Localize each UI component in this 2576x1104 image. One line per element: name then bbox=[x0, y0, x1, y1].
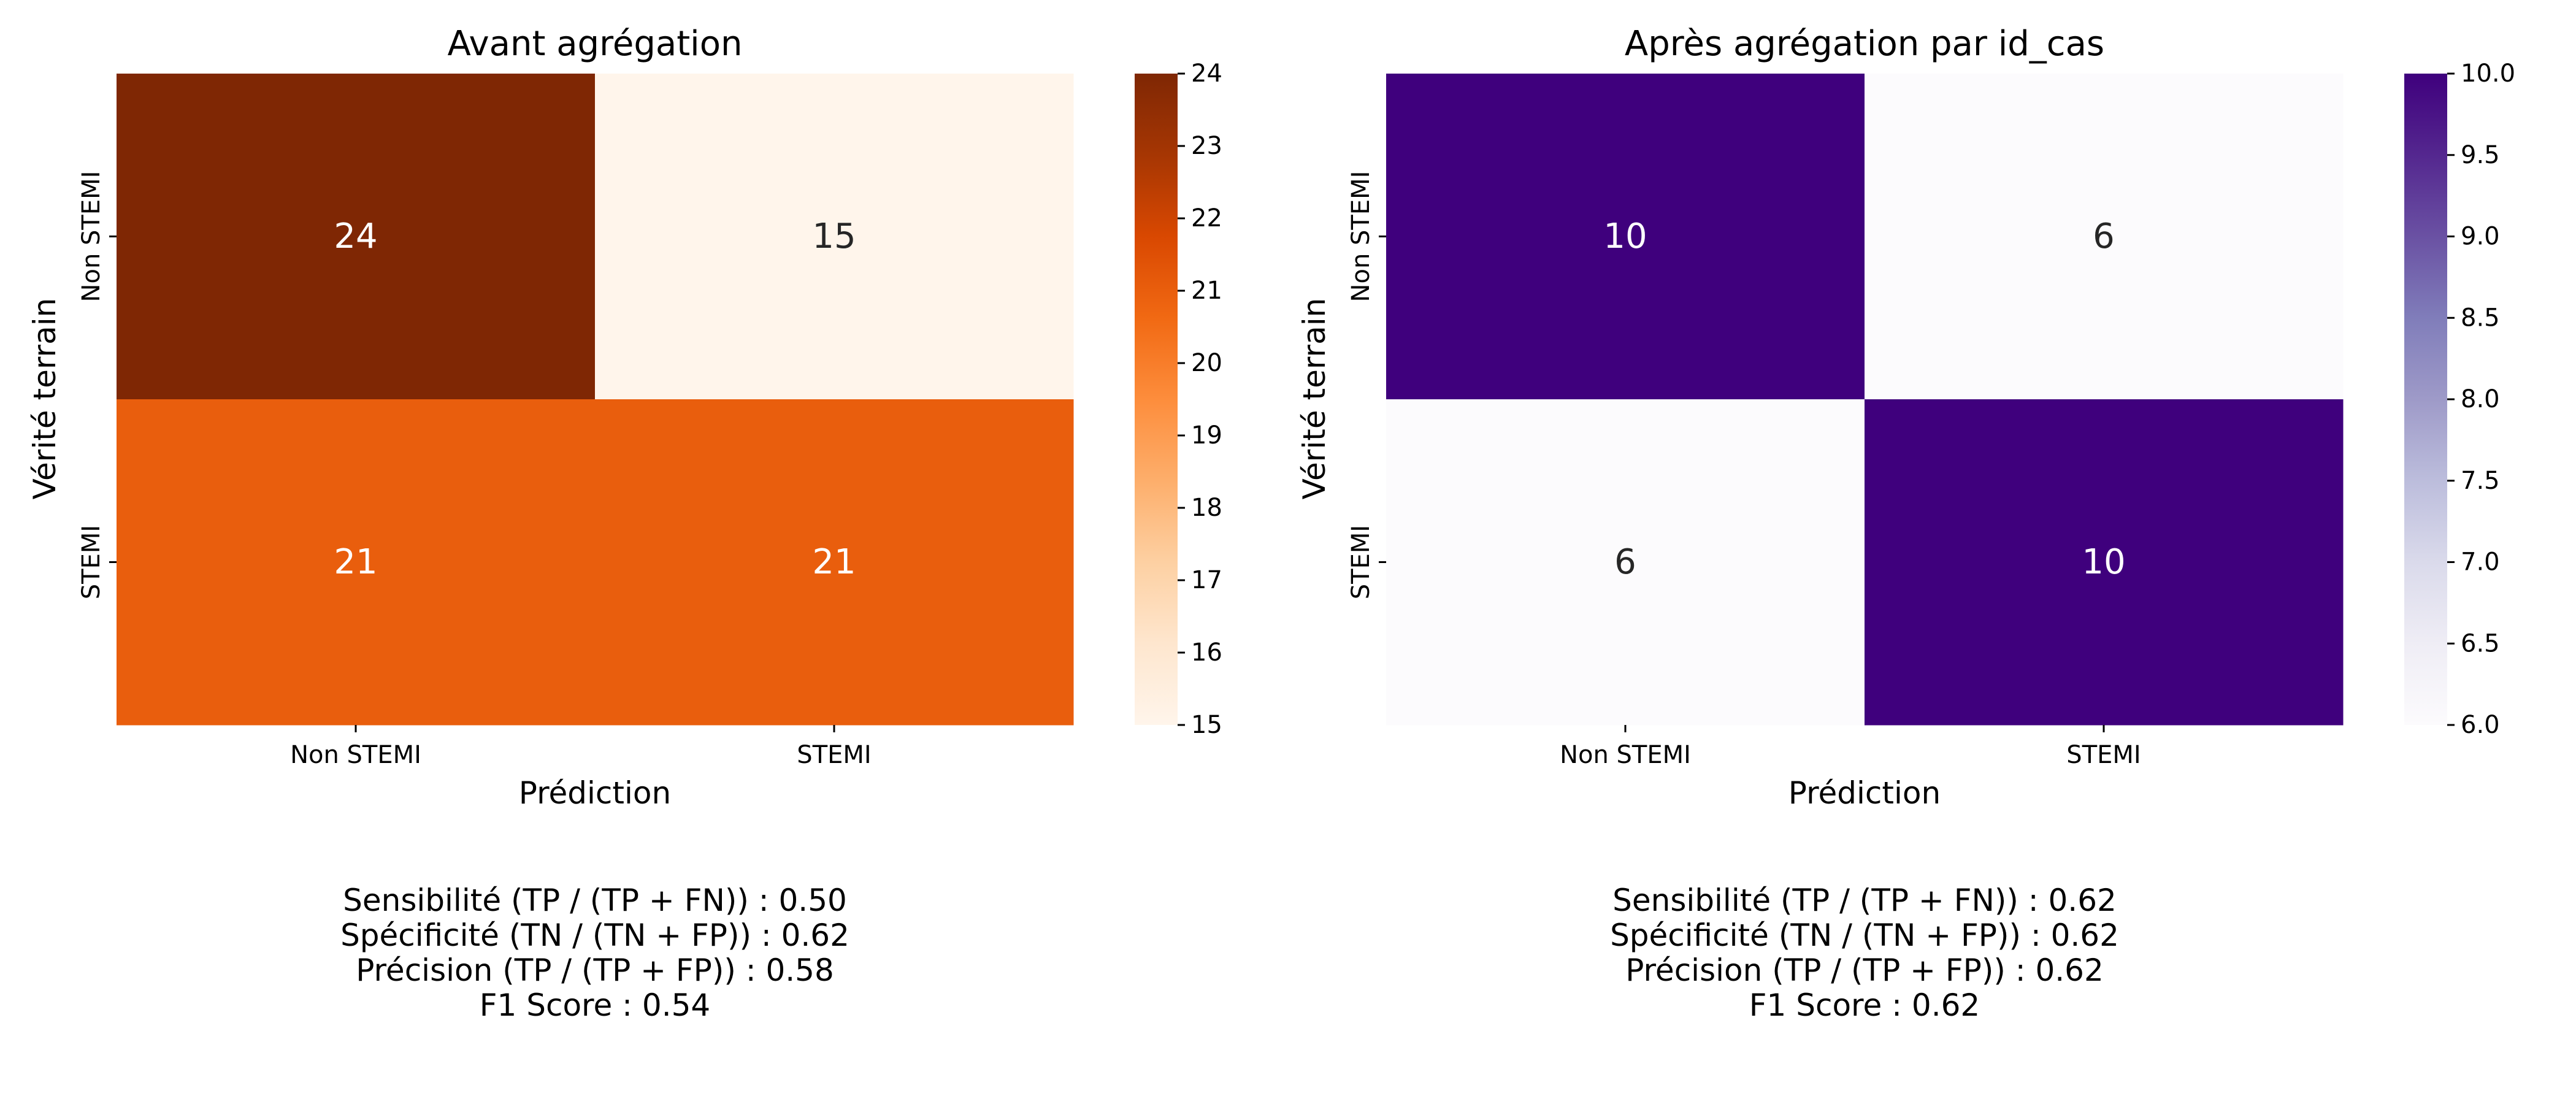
y-axis-ticks: Non STEMI STEMI bbox=[1347, 171, 1386, 599]
x-tick-label: Non STEMI bbox=[290, 741, 421, 769]
metrics-block: Sensibilité (TP / (TP + FN)) : 0.62 Spéc… bbox=[1610, 883, 2119, 1023]
heatmap-cell bbox=[1865, 74, 2344, 400]
colorbar-tick-label: 7.5 bbox=[2461, 467, 2500, 495]
colorbar-tick-label: 9.0 bbox=[2461, 223, 2500, 251]
x-axis-label: Prédiction bbox=[1788, 775, 1941, 811]
colorbar-tick-label: 17 bbox=[1191, 566, 1222, 594]
x-axis-ticks: Non STEMI STEMI bbox=[290, 725, 872, 769]
y-tick-label: Non STEMI bbox=[77, 171, 105, 302]
metrics-block: Sensibilité (TP / (TP + FN)) : 0.50 Spéc… bbox=[340, 883, 849, 1023]
colorbar-tick-label: 23 bbox=[1191, 132, 1222, 160]
heatmap-cells: 10 6 6 10 bbox=[1386, 74, 2344, 726]
colorbar-tick-label: 22 bbox=[1191, 204, 1222, 232]
y-axis-label: Vérité terrain bbox=[27, 298, 63, 500]
heatmap-cell bbox=[595, 74, 1074, 400]
heatmap-panel-after: Après agrégation par id_cas 10 6 6 10 Non S… bbox=[1297, 24, 2515, 1023]
heatmap-cell bbox=[595, 399, 1074, 726]
y-axis-ticks: Non STEMI STEMI bbox=[77, 171, 117, 599]
heatmap-panel-before: Avant agrégation 24 15 21 21 Non STEMI STEMI… bbox=[27, 24, 1222, 1023]
cell-value-label: 21 bbox=[334, 542, 377, 582]
metric-specificity: Spécificité (TN / (TN + FP)) : 0.62 bbox=[340, 918, 849, 953]
metric-precision: Précision (TP / (TP + FP)) : 0.62 bbox=[1625, 953, 2104, 988]
cell-value-label: 21 bbox=[812, 542, 856, 582]
metric-f1-score: F1 Score : 0.62 bbox=[1749, 987, 1980, 1023]
colorbar bbox=[2404, 74, 2447, 725]
cell-value-label: 10 bbox=[1603, 217, 1647, 256]
x-axis-ticks: Non STEMI STEMI bbox=[1560, 725, 2141, 769]
colorbar-ticks: 6.0 6.5 7.0 7.5 8.0 8.5 9.0 9.5 10.0 bbox=[2447, 59, 2515, 739]
metric-precision: Précision (TP / (TP + FP)) : 0.58 bbox=[356, 953, 834, 988]
colorbar-ticks: 15 16 17 18 19 20 21 22 23 24 bbox=[1178, 59, 1222, 739]
colorbar-tick-label: 8.0 bbox=[2461, 385, 2500, 413]
cell-value-label: 6 bbox=[2093, 217, 2115, 256]
x-tick-label: STEMI bbox=[797, 741, 871, 769]
cell-value-label: 6 bbox=[1614, 542, 1636, 582]
chart-title: Avant agrégation bbox=[448, 24, 743, 64]
heatmap-cell bbox=[1865, 399, 2344, 726]
colorbar-tick-label: 16 bbox=[1191, 638, 1222, 667]
metric-sensitivity: Sensibilité (TP / (TP + FN)) : 0.50 bbox=[343, 883, 847, 918]
x-tick-label: Non STEMI bbox=[1560, 741, 1691, 769]
colorbar-tick-label: 24 bbox=[1191, 59, 1222, 88]
y-axis-label: Vérité terrain bbox=[1297, 298, 1332, 500]
metric-sensitivity: Sensibilité (TP / (TP + FN)) : 0.62 bbox=[1612, 883, 2117, 918]
colorbar-tick-label: 20 bbox=[1191, 349, 1222, 377]
colorbar-tick-label: 6.0 bbox=[2461, 711, 2500, 739]
y-tick-label: STEMI bbox=[77, 525, 105, 599]
colorbar-tick-label: 9.5 bbox=[2461, 141, 2500, 169]
heatmap-cell bbox=[1386, 399, 1865, 726]
cell-value-label: 10 bbox=[2082, 542, 2125, 582]
metric-f1-score: F1 Score : 0.54 bbox=[480, 987, 710, 1023]
colorbar-tick-label: 15 bbox=[1191, 711, 1222, 739]
y-tick-label: Non STEMI bbox=[1347, 171, 1375, 302]
metric-specificity: Spécificité (TN / (TN + FP)) : 0.62 bbox=[1610, 918, 2119, 953]
heatmap-cells: 24 15 21 21 bbox=[117, 74, 1074, 726]
cell-value-label: 15 bbox=[812, 217, 856, 256]
heatmap-cell bbox=[117, 399, 596, 726]
colorbar bbox=[1135, 74, 1178, 725]
x-tick-label: STEMI bbox=[2066, 741, 2141, 769]
cell-value-label: 24 bbox=[334, 217, 377, 256]
colorbar-tick-label: 6.5 bbox=[2461, 629, 2500, 657]
colorbar-tick-label: 8.5 bbox=[2461, 304, 2500, 332]
colorbar-tick-label: 10.0 bbox=[2461, 59, 2515, 88]
y-tick-label: STEMI bbox=[1347, 525, 1375, 599]
chart-title: Après agrégation par id_cas bbox=[1625, 24, 2104, 64]
colorbar-tick-label: 7.0 bbox=[2461, 548, 2500, 577]
heatmap-cell bbox=[1386, 74, 1865, 400]
colorbar-tick-label: 19 bbox=[1191, 421, 1222, 450]
colorbar-tick-label: 18 bbox=[1191, 494, 1222, 522]
x-axis-label: Prédiction bbox=[519, 775, 671, 811]
colorbar-tick-label: 21 bbox=[1191, 277, 1222, 305]
heatmap-cell bbox=[117, 74, 596, 400]
